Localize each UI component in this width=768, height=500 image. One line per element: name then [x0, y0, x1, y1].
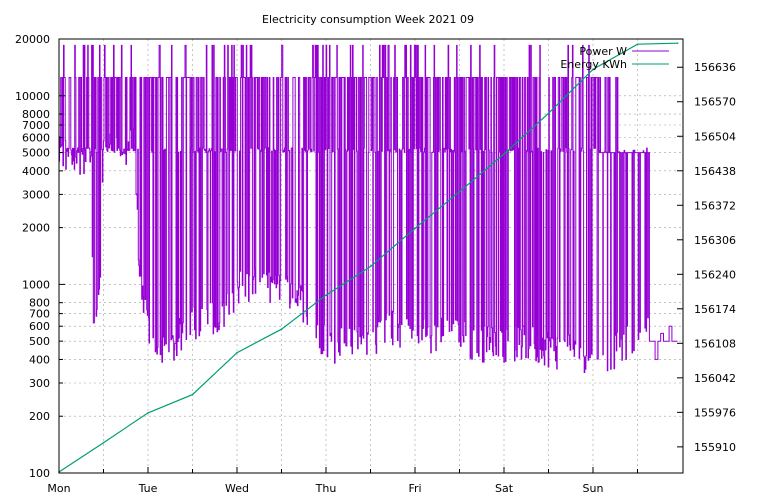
tick-label-y-left: 400: [29, 353, 50, 366]
energy-point: [236, 351, 238, 354]
energy-point: [147, 412, 149, 414]
tick-label-y-right: 156636: [694, 61, 736, 74]
tick-label-y-left: 200: [29, 410, 50, 423]
energy-point: [676, 42, 679, 44]
tick-label-y-left: 5000: [22, 147, 50, 160]
energy-point: [636, 43, 639, 46]
tick-label-y-right: 156042: [694, 372, 736, 385]
tick-label-y-right: 156504: [694, 130, 736, 143]
legend-power-label: Power W: [579, 45, 627, 58]
tick-label-y-right: 156306: [694, 234, 736, 247]
tick-label-x: Sat: [495, 482, 514, 495]
energy-point: [102, 441, 105, 444]
energy-point: [458, 190, 461, 193]
tick-label-y-right: 155976: [694, 406, 736, 419]
energy-point: [592, 68, 594, 71]
tick-label-x: Tue: [138, 482, 158, 495]
tick-label-x: Wed: [225, 482, 249, 495]
tick-label-y-left: 1000: [22, 278, 50, 291]
tick-label-y-left: 8000: [22, 108, 50, 121]
tick-label-y-left: 800: [29, 297, 50, 310]
chart-title: Electricity consumption Week 2021 09: [262, 13, 474, 26]
tick-label-y-right: 156240: [694, 268, 736, 281]
tick-label-x: Thu: [315, 482, 337, 495]
energy-point: [369, 265, 372, 268]
tick-label-y-right: 156570: [694, 96, 736, 109]
tick-label-y-left: 700: [29, 308, 50, 321]
power-line: [59, 44, 678, 373]
tick-label-x: Sun: [583, 482, 604, 495]
legend: Power W Energy KWh: [560, 45, 669, 71]
tick-label-y-left: 10000: [15, 90, 50, 103]
tick-label-y-right: 156108: [694, 337, 736, 350]
power-series: [59, 44, 678, 373]
tick-label-y-left: 2000: [22, 222, 50, 235]
tick-label-y-right: 156372: [694, 199, 736, 212]
tick-label-y-left: 3000: [22, 188, 50, 201]
energy-point: [280, 328, 283, 331]
energy-point: [191, 393, 194, 396]
energy-point: [503, 153, 505, 155]
tick-label-y-left: 4000: [22, 165, 50, 178]
tick-label-y-left: 6000: [22, 132, 50, 145]
tick-label-y-left: 100: [29, 467, 50, 480]
tick-label-y-left: 600: [29, 320, 50, 333]
tick-label-y-left: 7000: [22, 119, 50, 132]
tick-label-y-left: 20000: [15, 33, 50, 46]
energy-point: [414, 227, 416, 230]
tick-label-y-right: 156174: [694, 303, 736, 316]
tick-label-y-right: 155910: [694, 441, 736, 454]
tick-label-y-left: 500: [29, 335, 50, 348]
tick-label-y-right: 156438: [694, 165, 736, 178]
tick-label-y-left: 300: [29, 377, 50, 390]
energy-point: [325, 294, 327, 297]
tick-label-x: Fri: [408, 482, 421, 495]
energy-point: [547, 112, 550, 115]
tick-label-x: Mon: [47, 482, 70, 495]
legend-energy-label: Energy KWh: [560, 58, 627, 71]
